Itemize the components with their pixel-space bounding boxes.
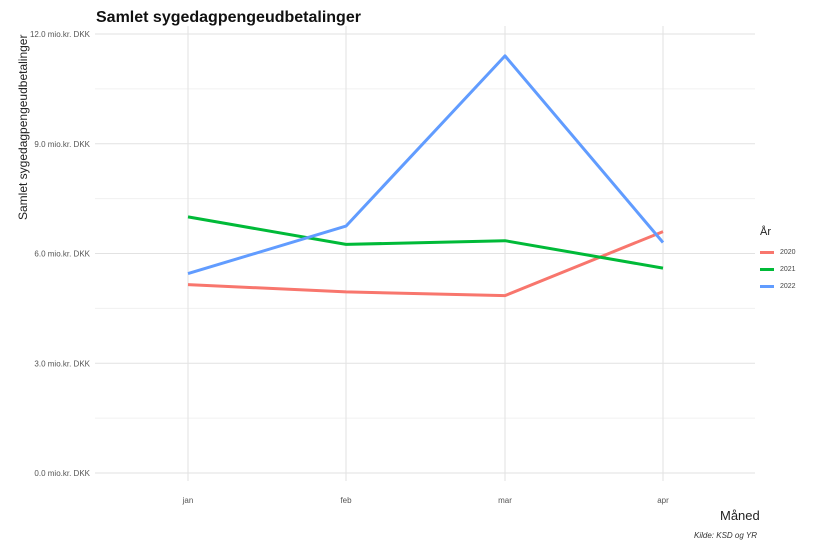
legend-title: År bbox=[760, 226, 771, 238]
grid-lines bbox=[95, 26, 755, 481]
legend-key-2021 bbox=[760, 268, 774, 271]
x-tick-label: mar bbox=[498, 496, 512, 505]
legend-key-2020 bbox=[760, 251, 774, 254]
chart-title: Samlet sygedagpengeudbetalinger bbox=[96, 9, 361, 26]
legend-label-2022: 2022 bbox=[780, 283, 796, 290]
x-axis-title: Måned bbox=[720, 508, 760, 523]
series-line-2022 bbox=[187, 54, 665, 276]
y-axis-title: Samlet sygedagpengeudbetalinger bbox=[16, 34, 30, 220]
chart-caption: Kilde: KSD og YR bbox=[694, 531, 757, 540]
legend-item-2020: 2020 bbox=[760, 244, 796, 261]
y-tick-label: 9.0 mio.kr. DKK bbox=[34, 140, 90, 149]
y-tick-label: 3.0 mio.kr. DKK bbox=[34, 359, 90, 368]
y-tick-label: 6.0 mio.kr. DKK bbox=[34, 250, 90, 259]
legend-item-2021: 2021 bbox=[760, 261, 796, 278]
legend-label-2021: 2021 bbox=[780, 266, 796, 273]
legend-key-2022 bbox=[760, 285, 774, 288]
legend-label-2020: 2020 bbox=[780, 249, 796, 256]
y-tick-label: 0.0 mio.kr. DKK bbox=[34, 469, 90, 478]
series-line-2020 bbox=[187, 230, 664, 298]
series-line-2021 bbox=[187, 215, 664, 270]
x-tick-label: feb bbox=[340, 496, 352, 505]
series-lines bbox=[187, 54, 665, 298]
x-tick-labels: jan feb mar apr bbox=[182, 496, 669, 505]
legend: År 2020 2021 2022 bbox=[760, 226, 796, 295]
y-tick-label: 12.0 mio.kr. DKK bbox=[30, 30, 91, 39]
x-tick-label: apr bbox=[657, 496, 669, 505]
legend-item-2022: 2022 bbox=[760, 278, 796, 295]
y-tick-labels: 0.0 mio.kr. DKK 3.0 mio.kr. DKK 6.0 mio.kr… bbox=[30, 30, 91, 478]
x-tick-label: jan bbox=[182, 496, 194, 505]
